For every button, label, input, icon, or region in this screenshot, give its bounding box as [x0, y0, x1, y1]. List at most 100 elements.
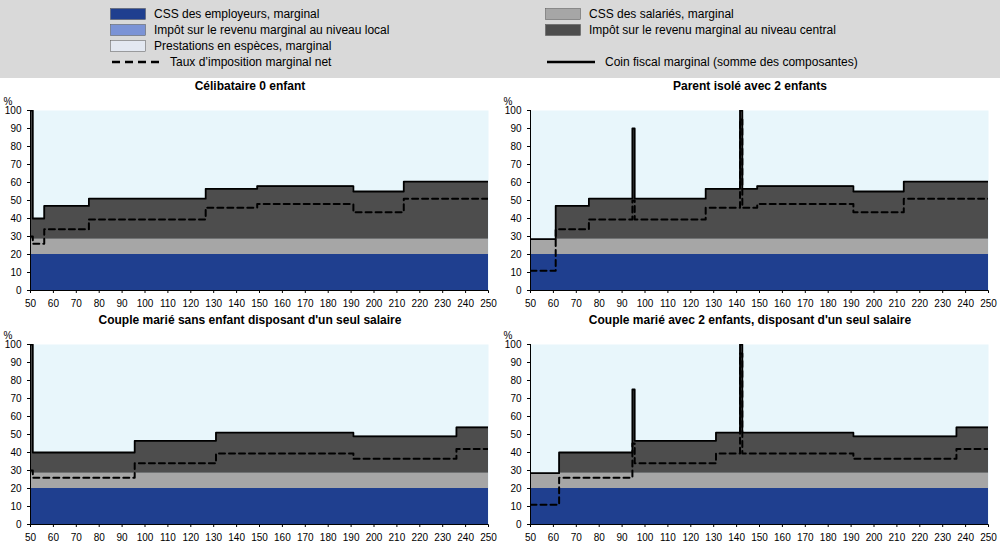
svg-text:220: 220 [911, 298, 928, 309]
svg-text:80: 80 [510, 375, 522, 386]
svg-text:100: 100 [637, 532, 654, 543]
svg-text:130: 130 [205, 298, 222, 309]
svg-text:90: 90 [617, 298, 629, 309]
svg-text:90: 90 [617, 532, 629, 543]
svg-text:90: 90 [510, 123, 522, 134]
svg-text:210: 210 [389, 298, 406, 309]
svg-text:50: 50 [25, 298, 37, 309]
svg-text:170: 170 [797, 532, 814, 543]
svg-text:0: 0 [516, 519, 522, 530]
svg-text:240: 240 [457, 532, 474, 543]
svg-text:160: 160 [274, 532, 291, 543]
svg-text:180: 180 [820, 532, 837, 543]
svg-text:100: 100 [637, 298, 654, 309]
svg-text:10: 10 [10, 267, 22, 278]
svg-text:30: 30 [510, 231, 522, 242]
svg-text:150: 150 [251, 532, 268, 543]
svg-text:170: 170 [797, 298, 814, 309]
svg-text:70: 70 [510, 393, 522, 404]
svg-text:210: 210 [889, 298, 906, 309]
svg-text:240: 240 [957, 298, 974, 309]
svg-text:50: 50 [25, 532, 37, 543]
svg-text:250: 250 [980, 298, 997, 309]
svg-text:250: 250 [980, 532, 997, 543]
svg-text:90: 90 [10, 357, 22, 368]
svg-text:210: 210 [889, 532, 906, 543]
svg-text:70: 70 [571, 532, 583, 543]
svg-text:%: % [4, 96, 13, 107]
svg-text:50: 50 [525, 298, 537, 309]
svg-text:100: 100 [137, 532, 154, 543]
svg-text:80: 80 [510, 141, 522, 152]
svg-text:10: 10 [510, 501, 522, 512]
svg-text:140: 140 [728, 298, 745, 309]
svg-text:%: % [504, 96, 513, 107]
svg-text:130: 130 [705, 532, 722, 543]
svg-text:110: 110 [160, 298, 176, 309]
svg-text:20: 20 [510, 249, 522, 260]
svg-text:60: 60 [548, 532, 560, 543]
svg-text:0: 0 [16, 519, 22, 530]
svg-text:90: 90 [117, 298, 129, 309]
svg-text:160: 160 [774, 298, 791, 309]
svg-text:140: 140 [228, 298, 245, 309]
svg-text:150: 150 [251, 298, 268, 309]
svg-text:20: 20 [10, 249, 22, 260]
svg-text:110: 110 [160, 532, 176, 543]
svg-text:10: 10 [510, 267, 522, 278]
svg-text:20: 20 [10, 483, 22, 494]
svg-text:240: 240 [457, 298, 474, 309]
svg-text:160: 160 [774, 532, 791, 543]
svg-text:170: 170 [297, 532, 314, 543]
svg-text:40: 40 [510, 447, 522, 458]
svg-text:80: 80 [10, 375, 22, 386]
svg-text:60: 60 [510, 177, 522, 188]
svg-text:210: 210 [389, 532, 406, 543]
svg-text:30: 30 [10, 465, 22, 476]
svg-text:80: 80 [594, 298, 606, 309]
svg-text:190: 190 [843, 298, 860, 309]
svg-text:120: 120 [182, 298, 199, 309]
svg-text:60: 60 [548, 298, 560, 309]
svg-text:120: 120 [682, 298, 699, 309]
svg-text:230: 230 [934, 532, 951, 543]
svg-text:60: 60 [10, 411, 22, 422]
svg-text:220: 220 [911, 532, 928, 543]
svg-text:220: 220 [411, 532, 428, 543]
svg-text:190: 190 [843, 532, 860, 543]
svg-text:40: 40 [10, 213, 22, 224]
svg-text:50: 50 [10, 429, 22, 440]
svg-text:50: 50 [510, 429, 522, 440]
svg-text:180: 180 [320, 532, 337, 543]
svg-text:240: 240 [957, 532, 974, 543]
svg-text:90: 90 [510, 357, 522, 368]
svg-text:80: 80 [94, 298, 106, 309]
svg-text:180: 180 [320, 298, 337, 309]
svg-text:180: 180 [820, 298, 837, 309]
svg-text:%: % [504, 330, 513, 341]
svg-text:50: 50 [510, 195, 522, 206]
svg-text:230: 230 [934, 298, 951, 309]
svg-text:60: 60 [48, 532, 60, 543]
svg-text:30: 30 [510, 465, 522, 476]
svg-text:70: 70 [71, 298, 83, 309]
svg-text:60: 60 [510, 411, 522, 422]
svg-text:70: 70 [510, 159, 522, 170]
svg-text:160: 160 [274, 298, 291, 309]
svg-text:80: 80 [594, 532, 606, 543]
svg-text:120: 120 [682, 532, 699, 543]
svg-text:200: 200 [366, 298, 383, 309]
svg-text:60: 60 [10, 177, 22, 188]
svg-text:60: 60 [48, 298, 60, 309]
svg-text:140: 140 [228, 532, 245, 543]
svg-text:20: 20 [510, 483, 522, 494]
svg-text:230: 230 [434, 298, 451, 309]
svg-text:10: 10 [10, 501, 22, 512]
svg-text:%: % [4, 330, 13, 341]
svg-text:200: 200 [366, 532, 383, 543]
svg-text:40: 40 [510, 213, 522, 224]
svg-text:150: 150 [751, 298, 768, 309]
svg-text:140: 140 [728, 532, 745, 543]
svg-text:230: 230 [434, 532, 451, 543]
svg-text:130: 130 [705, 298, 722, 309]
